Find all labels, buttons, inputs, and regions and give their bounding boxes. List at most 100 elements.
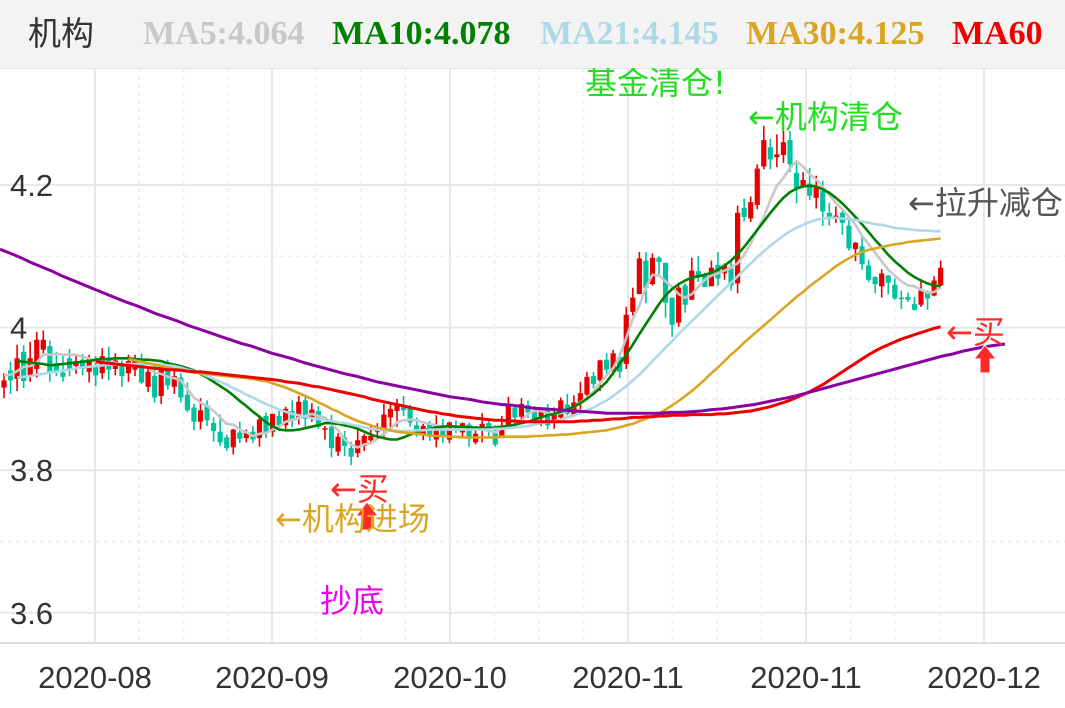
candle-body — [728, 268, 734, 286]
candle-body — [879, 273, 885, 287]
candle-body — [748, 202, 754, 219]
candles — [1, 125, 944, 466]
candle-body — [885, 275, 891, 283]
candle-body — [178, 377, 184, 398]
candle-body — [813, 187, 819, 198]
candle-body — [197, 410, 204, 422]
candle-body — [597, 360, 603, 381]
candle-body — [381, 414, 387, 429]
ma21-line — [16, 216, 941, 433]
candle-body — [138, 360, 145, 383]
candle-body — [643, 260, 649, 288]
candle-body — [735, 212, 741, 284]
ma30-line — [128, 237, 941, 439]
x-tick-label: 2020-09 — [215, 660, 329, 695]
candle-body — [145, 371, 151, 387]
candle-body — [859, 246, 865, 265]
candlestick-chart: 3.63.844.2 2020-08 2020-09 2020-10 2020-11 2… — [0, 68, 1065, 695]
candle-body — [407, 406, 413, 423]
candle-body — [80, 359, 86, 369]
ma5-label: MA5:4.064 — [143, 15, 305, 52]
candle-body — [689, 270, 695, 300]
x-tick-label: 2020-10 — [393, 660, 507, 695]
candle-body — [846, 225, 852, 249]
candle-body — [224, 437, 230, 449]
candle-body — [204, 405, 210, 421]
candle-body — [669, 297, 675, 325]
candle-body — [237, 432, 243, 439]
candle-body — [577, 393, 583, 403]
candle-body — [630, 297, 636, 312]
y-tick-label: 4.2 — [10, 168, 53, 203]
grid — [0, 68, 1065, 644]
candle-body — [93, 365, 99, 376]
candle-body — [119, 364, 125, 377]
y-tick-label: 4 — [10, 311, 27, 346]
candle-body — [793, 172, 800, 188]
candle-body — [787, 140, 793, 165]
candle-body — [898, 297, 904, 300]
candle-body — [780, 142, 787, 156]
x-tick-label: 2020-08 — [38, 660, 152, 695]
candle-body — [322, 428, 328, 430]
buy-arrow-icon — [972, 344, 998, 374]
candle-body — [852, 242, 859, 250]
candle-body — [276, 416, 282, 426]
candle-body — [590, 376, 597, 384]
candle-body — [892, 284, 898, 299]
candle-body — [715, 264, 721, 279]
candle-body — [368, 435, 374, 441]
candle-body — [230, 429, 236, 448]
candle-body — [492, 433, 498, 445]
y-tick-label: 3.6 — [10, 596, 53, 631]
candle-body — [767, 147, 773, 160]
candle-body — [191, 407, 197, 422]
candle-body — [924, 291, 931, 299]
candle-body — [551, 414, 557, 422]
candle-body — [40, 339, 46, 350]
candle-body — [125, 361, 132, 374]
candle-body — [741, 207, 747, 218]
candle-body — [269, 413, 276, 432]
candle-body — [918, 290, 924, 305]
ma5-line — [3, 160, 942, 449]
candle-body — [171, 376, 177, 387]
candle-body — [676, 287, 682, 323]
candle-body — [296, 401, 302, 418]
candle-body — [872, 276, 878, 285]
candle-body — [211, 423, 217, 431]
candle-body — [60, 372, 66, 377]
candle-body — [807, 183, 813, 196]
y-tick-label: 3.8 — [10, 453, 53, 488]
candle-body — [446, 422, 452, 440]
candle-body — [531, 411, 538, 419]
candle-body — [86, 358, 92, 372]
candle-body — [47, 346, 53, 373]
candle-body — [499, 425, 505, 439]
candle-body — [512, 407, 518, 418]
x-axis: 2020-08 2020-09 2020-10 2020-11 2020-11 2020-… — [38, 660, 1041, 695]
candle-body — [866, 265, 872, 280]
bottom-fish-annotation: 抄底 — [320, 582, 384, 620]
candle-body — [53, 363, 59, 372]
y-axis: 3.6 3.8 4 4.2 — [10, 168, 53, 631]
candle-body — [774, 154, 780, 158]
candle-body — [328, 426, 335, 449]
candle-body — [931, 280, 937, 296]
candle-body — [505, 403, 511, 429]
ma10-label: MA10:4.078 — [332, 15, 511, 52]
candle-body — [440, 428, 446, 436]
candle-body — [905, 296, 911, 300]
candle-body — [289, 411, 295, 422]
ma10-line — [16, 184, 941, 441]
buy-annotation-2: ←买 — [946, 313, 1005, 351]
candle-body — [518, 403, 525, 417]
candle-body — [826, 212, 832, 219]
ma30-label: MA30:4.125 — [746, 15, 925, 52]
candle-body — [610, 353, 616, 372]
candle-body — [636, 258, 642, 295]
inst-exit-annotation: ←机构清仓 — [748, 98, 903, 136]
candle-body — [152, 376, 158, 398]
x-tick-label: 2020-12 — [927, 660, 1041, 695]
candle-body — [283, 408, 289, 426]
